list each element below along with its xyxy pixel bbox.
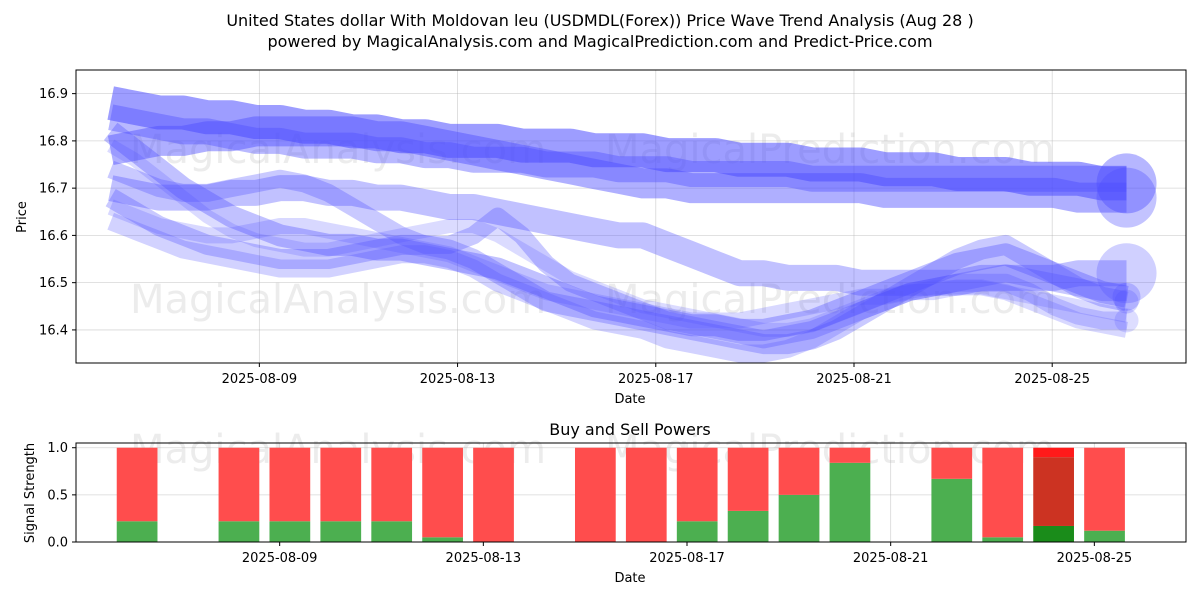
buy-power-bar [676, 521, 718, 542]
buy-power-bar [931, 478, 973, 542]
y-tick-label: 1.0 [47, 441, 68, 456]
x-tick-label: 2025-08-13 [420, 372, 496, 387]
buy-power-bar [1033, 525, 1074, 542]
wave-end-bubble [1114, 289, 1139, 314]
y-axis-label: Signal Strength [23, 443, 38, 543]
buy-power-bar [218, 521, 260, 542]
sell-power-bar [269, 447, 311, 522]
y-tick-label: 16.6 [39, 229, 68, 244]
y-tick-label: 0.0 [47, 536, 68, 551]
x-tick-label: 2025-08-09 [242, 551, 318, 566]
sell-power-bar [473, 447, 514, 542]
x-tick-label: 2025-08-25 [1057, 551, 1133, 566]
sell-power-bar [676, 447, 718, 522]
wave-band-wave10 [107, 139, 1128, 337]
sell-power-bar [931, 447, 973, 479]
plot-frame [75, 69, 1187, 364]
buy-power-bar [727, 510, 769, 542]
sell-power-bar [574, 447, 616, 542]
y-tick-label: 16.7 [39, 182, 68, 197]
buy-power-bar [982, 537, 1024, 542]
x-axis-ticks: 2025-08-09 2025-08-13 2025-08-17 2025-08-21… [242, 542, 1132, 566]
buy-power-bar [269, 521, 311, 542]
watermark-text: MagicalAnalysis.com [130, 277, 546, 323]
y-axis-ticks: 16.4 16.5 16.6 16.7 16.8 16.9 [39, 87, 76, 338]
sell-power-bar [218, 447, 260, 522]
x-tick-label: 2025-08-13 [446, 551, 522, 566]
sell-power-bar [1033, 457, 1074, 526]
wave-band-wave9 [107, 199, 1129, 338]
bar-layer [116, 447, 1125, 542]
x-axis-ticks: 2025-08-09 2025-08-13 2025-08-17 2025-08-21… [222, 363, 1090, 387]
y-axis-label: Price [15, 201, 30, 233]
buy-power-bar [116, 521, 158, 542]
x-tick-label: 2025-08-17 [618, 372, 694, 387]
sell-power-bar [1084, 447, 1125, 531]
sell-power-bar [727, 447, 769, 511]
bar-chart-title: Buy and Sell Powers [549, 420, 711, 439]
grid-lines [76, 70, 1186, 363]
buy-power-bar [422, 537, 463, 542]
sell-power-bar [829, 447, 871, 463]
x-tick-label: 2025-08-21 [816, 372, 892, 387]
x-axis-label: Date [614, 392, 645, 407]
wave-band-wave1 [107, 86, 1127, 201]
wave-series-layer [103, 86, 1157, 363]
wave-band-wave3 [108, 104, 1127, 192]
wave-end-bubble [1112, 282, 1141, 311]
y-tick-label: 16.4 [39, 323, 68, 338]
wave-band-wave2 [107, 116, 1127, 213]
wave-end-bubble [1114, 308, 1139, 333]
buy-power-bar [371, 521, 413, 542]
sell-peak-bar [1033, 447, 1074, 458]
price-wave-plot: MagicalAnalysis.com MagicalPrediction.co… [15, 69, 1187, 407]
wave-band-wave6 [105, 188, 1129, 355]
wave-end-bubble [1096, 243, 1157, 304]
x-axis-label: Date [614, 571, 645, 586]
sell-power-bar [371, 447, 413, 522]
buy-power-bar [1084, 530, 1125, 542]
y-axis-ticks: 0.0 0.5 1.0 [47, 441, 76, 551]
x-tick-label: 2025-08-25 [1014, 372, 1090, 387]
wave-end-bubble [1096, 167, 1157, 228]
plot-frame [75, 442, 1187, 543]
sell-power-bar [422, 447, 463, 538]
sell-power-bar [778, 447, 820, 495]
y-tick-label: 16.9 [39, 87, 68, 102]
buy-power-bar [829, 462, 871, 542]
x-tick-label: 2025-08-09 [222, 372, 298, 387]
wave-band-wave5 [103, 122, 1129, 341]
y-tick-label: 16.5 [39, 276, 68, 291]
x-tick-label: 2025-08-21 [853, 551, 929, 566]
buy-power-bar [778, 494, 820, 542]
sell-power-bar [625, 447, 667, 542]
chart-title: United States dollar With Moldovan leu (… [226, 11, 973, 30]
buy-power-bar [320, 521, 362, 542]
wave-band-wave7 [107, 160, 1127, 349]
sell-power-bar [116, 447, 158, 522]
wave-band-wave8 [107, 212, 1127, 363]
y-tick-label: 0.5 [47, 488, 68, 503]
y-tick-label: 16.8 [39, 134, 68, 149]
chart-subtitle: powered by MagicalAnalysis.com and Magic… [267, 32, 932, 51]
x-tick-label: 2025-08-17 [649, 551, 725, 566]
watermark-text: MagicalPrediction.com [605, 277, 1055, 323]
sell-power-bar [982, 447, 1024, 538]
wave-band-wave4 [108, 175, 1127, 296]
wave-end-bubble [1096, 153, 1157, 214]
buy-sell-power-plot: Buy and Sell Powers MagicalAnalysis.com … [23, 420, 1187, 586]
sell-power-bar [320, 447, 362, 522]
